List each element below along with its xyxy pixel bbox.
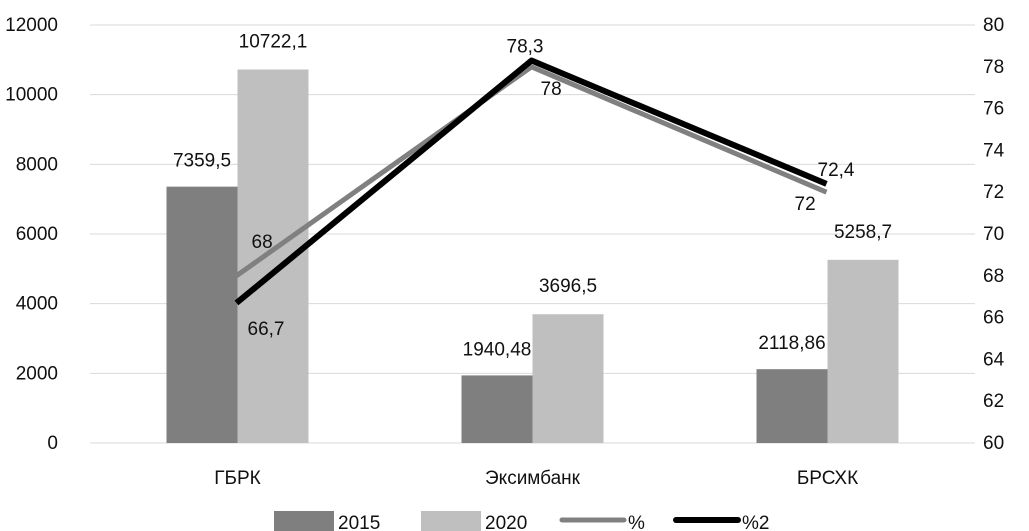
y-right-tick-label: 70	[983, 224, 1004, 245]
data-label: 5258,7	[834, 222, 892, 243]
data-label: 1940,48	[463, 339, 532, 360]
y-right-tick-label: 76	[983, 99, 1004, 120]
legend-swatch-2020	[421, 511, 481, 531]
series-line-%2	[234, 57, 828, 306]
y-right-tick-label: 62	[983, 391, 1004, 412]
line-label: 66,7	[248, 319, 285, 340]
legend-swatch-2015	[274, 511, 334, 531]
line-label: 72	[795, 194, 816, 215]
legend-label: 2015	[338, 513, 380, 531]
legend-label: %2	[742, 513, 769, 531]
x-tick-label: ГБРК	[214, 468, 261, 489]
y-right-tick-label: 68	[983, 266, 1004, 287]
y-right-tick-label: 60	[983, 433, 1004, 454]
line-label: 72,4	[818, 160, 855, 181]
y-right-tick-label: 80	[983, 15, 1004, 36]
y-left-tick-label: 4000	[16, 294, 58, 315]
data-label: 2118,86	[758, 333, 825, 354]
bar-2020	[532, 314, 604, 443]
y-left-tick-label: 0	[47, 433, 58, 454]
data-label: 10722,1	[239, 32, 308, 53]
y-right-tick-label: 74	[983, 140, 1005, 161]
y-left-tick-label: 10000	[5, 85, 58, 106]
bar-2015	[461, 375, 533, 443]
line-label: 78,3	[507, 37, 544, 58]
y-right-tick-label: 66	[983, 308, 1004, 329]
bar-2015	[756, 369, 828, 443]
y-right-tick-label: 72	[983, 182, 1004, 203]
y-left-tick-label: 12000	[5, 15, 58, 36]
line-label: 78	[541, 79, 562, 100]
y-left-tick-label: 6000	[16, 224, 58, 245]
y-right-tick-label: 64	[983, 349, 1005, 370]
y-right-tick-label: 78	[983, 57, 1004, 78]
series-line-%	[235, 64, 828, 278]
data-label: 7359,5	[173, 151, 231, 172]
x-tick-label: Эксимбанк	[485, 468, 581, 489]
y-left-tick-label: 2000	[16, 363, 58, 384]
bar-2015	[166, 186, 238, 443]
bar-2020	[827, 259, 899, 443]
data-label: 3696,5	[539, 276, 597, 297]
x-tick-label: БРСХК	[797, 468, 858, 489]
legend-label: %	[628, 513, 645, 531]
legend-label: 2020	[485, 513, 527, 531]
y-left-tick-label: 8000	[16, 154, 58, 175]
line-label: 68	[252, 232, 273, 253]
